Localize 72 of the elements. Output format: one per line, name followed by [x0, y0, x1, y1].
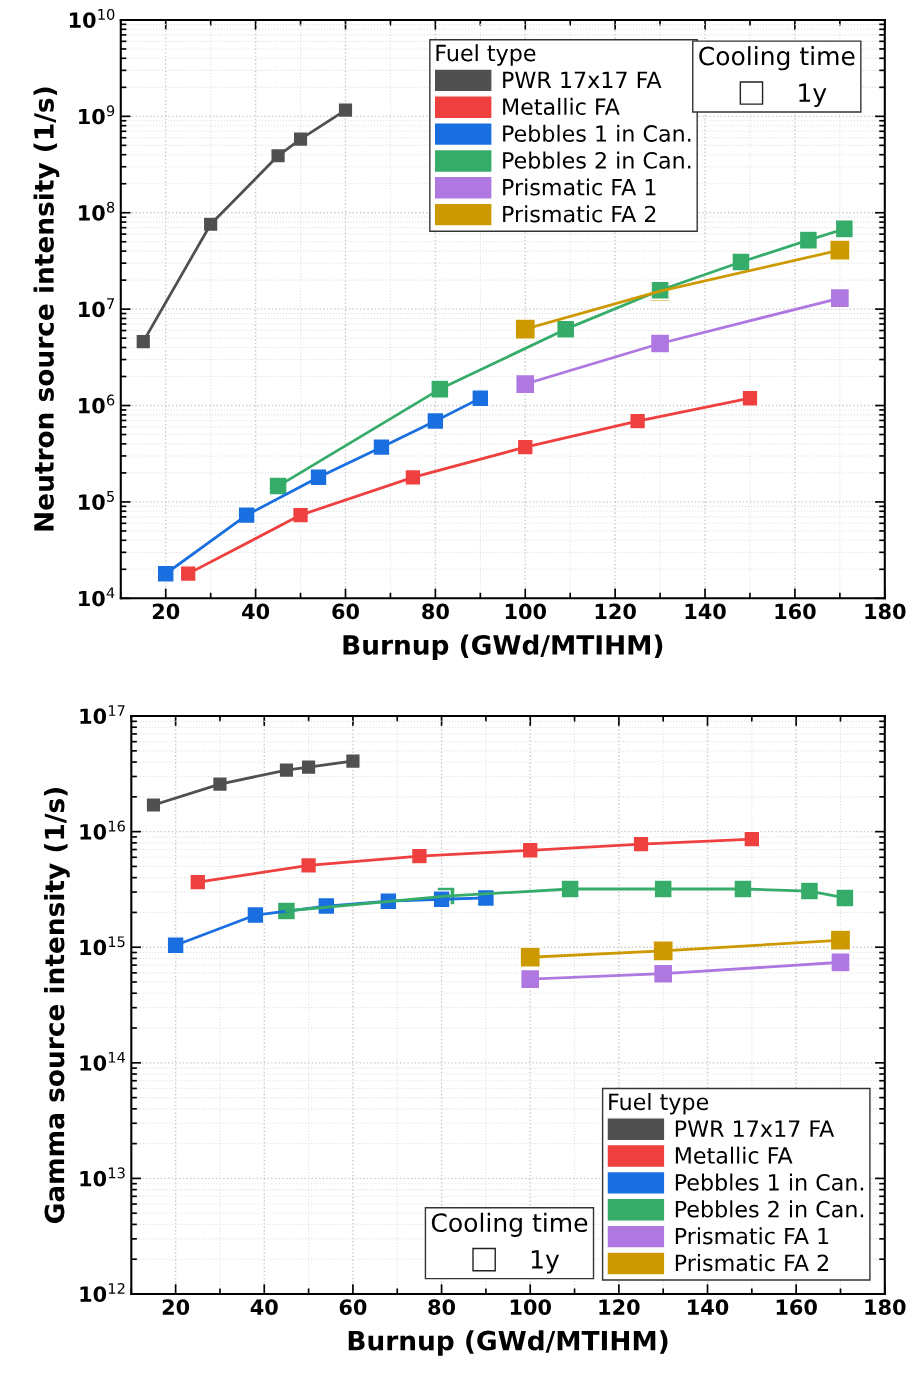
point — [835, 888, 855, 908]
x-tick-label: 100 — [505, 603, 547, 620]
point — [514, 318, 537, 340]
y-tick-label: 10$^{17}$ — [80, 705, 125, 725]
x-tick-label: 20 — [152, 603, 180, 620]
point — [145, 797, 162, 813]
x-tick-label: 80 — [428, 1299, 456, 1315]
point — [430, 379, 450, 399]
x-tick-label: 40 — [242, 603, 270, 620]
annotation: 1y — [531, 1250, 560, 1274]
x-tick-label: 140 — [688, 1299, 729, 1315]
point — [519, 946, 541, 968]
point — [344, 753, 361, 770]
x-tick-label: 20 — [162, 1299, 190, 1315]
point — [733, 879, 753, 899]
x-tick-label: 60 — [332, 603, 359, 620]
y-tick-label: 10$^{14}$ — [80, 1051, 126, 1071]
x-tick-label: 100 — [510, 1299, 551, 1315]
point — [829, 239, 851, 261]
point — [830, 952, 851, 973]
legend-label: Pebbles 1 in Can. — [675, 1173, 864, 1191]
x-tick-label: 120 — [595, 603, 636, 620]
legend-label: Pebbles 2 in Can. — [675, 1200, 864, 1218]
x-tick-label: 80 — [422, 603, 449, 620]
legend-label: Prismatic FA 1 — [503, 178, 656, 196]
annotation: Cooling time — [699, 46, 855, 71]
point — [189, 873, 207, 891]
x-axis-title: Burnup (GWd/MTIHM) — [343, 634, 663, 660]
x-tick-label: 160 — [776, 1299, 817, 1315]
legend-label: Prismatic FA 2 — [675, 1254, 828, 1272]
x-axis-title: Burnup (GWd/MTIHM) — [348, 1330, 668, 1356]
point — [652, 940, 674, 962]
x-tick-label: 180 — [865, 603, 906, 620]
x-tick-label: 160 — [775, 603, 816, 620]
y-tick-label: 10$^{12}$ — [80, 1282, 125, 1303]
legend-label: Metallic FA — [503, 97, 620, 116]
x-tick-label: 40 — [250, 1299, 278, 1315]
point — [560, 879, 580, 899]
point — [741, 389, 759, 407]
annotation: 1y — [799, 83, 827, 108]
y-tick-label: 10$^{7}$ — [79, 298, 114, 318]
y-tick-label: 10$^{15}$ — [80, 936, 125, 956]
legend-label: Pebbles 2 in Can. — [503, 151, 691, 169]
x-tick-label: 60 — [339, 1299, 367, 1315]
point — [520, 968, 541, 990]
point — [653, 879, 673, 899]
point — [829, 929, 852, 951]
legend-title: Fuel type — [436, 44, 536, 66]
y-axis-title: Gamma source intensity (1/s) — [44, 788, 70, 1223]
point — [268, 476, 288, 496]
legend-title: Fuel type — [609, 1092, 709, 1115]
y-tick-label: 10$^{6}$ — [79, 394, 115, 414]
legend-label: Pebbles 1 in Can. — [503, 124, 691, 142]
legend-label: Prismatic FA 2 — [503, 205, 656, 223]
point — [135, 333, 152, 350]
y-tick-label: 10$^{4}$ — [79, 587, 115, 607]
y-tick-label: 10$^{13}$ — [80, 1167, 125, 1187]
legend-label: PWR 17x17 FA — [675, 1120, 835, 1137]
x-tick-label: 140 — [685, 603, 726, 620]
point — [834, 219, 855, 239]
legend-label: PWR 17x17 FA — [503, 71, 662, 88]
y-tick-label: 10$^{16}$ — [80, 820, 125, 840]
y-tick-label: 10$^{8}$ — [79, 201, 115, 221]
y-axis-title: Neutron source intensity (1/s) — [33, 87, 60, 531]
y-tick-label: 10$^{10}$ — [69, 8, 115, 28]
y-tick-label: 10$^{9}$ — [79, 105, 115, 125]
annotation: Cooling time — [431, 1212, 588, 1237]
x-tick-label: 120 — [599, 1299, 640, 1315]
y-tick-label: 10$^{5}$ — [79, 491, 114, 510]
legend-label: Prismatic FA 1 — [675, 1227, 829, 1245]
x-tick-label: 180 — [865, 1299, 906, 1315]
legend-label: Metallic FA — [675, 1146, 793, 1164]
